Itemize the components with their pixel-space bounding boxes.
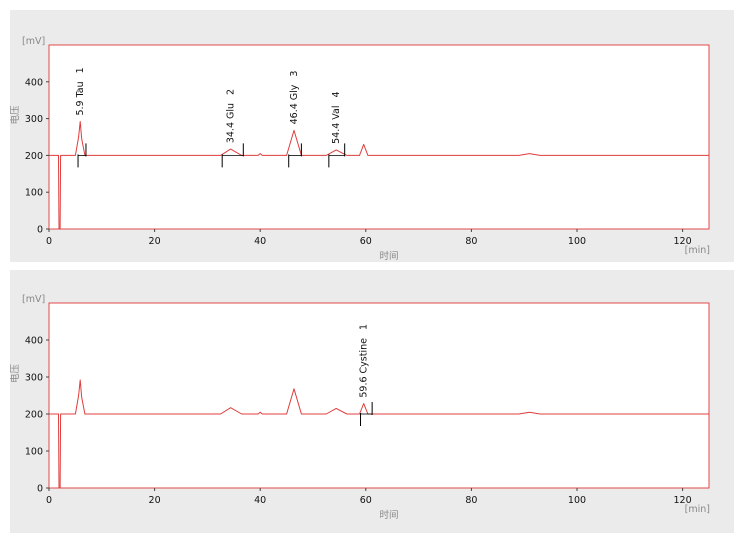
trace-line — [49, 121, 709, 230]
y-tick-label: 100 — [25, 188, 43, 199]
trace-line — [49, 379, 709, 489]
y-unit-label: [mV] — [22, 294, 45, 305]
peak-label: 34.4 Glu — [226, 103, 237, 143]
peak-label: 59.6 Cystine — [359, 338, 370, 398]
plot-area — [48, 302, 710, 489]
x-tick-label: 100 — [568, 236, 586, 247]
y-tick-label: 300 — [25, 114, 43, 125]
x-axis-title: 时间 — [379, 509, 398, 521]
x-tick-label: 40 — [254, 236, 266, 247]
x-tick-label: 120 — [674, 236, 692, 247]
peak-number: 1 — [359, 324, 370, 330]
x-tick-label: 60 — [360, 236, 372, 247]
peak-number: 1 — [75, 67, 86, 73]
chromatogram-chart-1: 5.9 Tau 1 34.4 Glu 2 46.4 Gly 3 54.4 Val 4 0 20 4… — [10, 36, 710, 262]
x-tick-label: 80 — [465, 495, 477, 506]
x-axis-title: 时间 — [379, 250, 398, 262]
x-tick-label: 120 — [674, 495, 692, 506]
y-axis-title: 电压 — [10, 364, 21, 384]
x-tick-label: 100 — [568, 495, 586, 506]
y-tick-label: 200 — [25, 151, 43, 162]
y-tick-label: 400 — [25, 77, 43, 88]
peak-number: 3 — [289, 71, 300, 77]
peak-label: 54.4 Val — [331, 105, 342, 143]
x-unit-label: [min] — [685, 245, 710, 256]
chromatogram-chart-2: 59.6 Cystine 1 0 20 40 60 80 100 120 0 100 200 300 4… — [10, 294, 710, 521]
y-tick-label: 100 — [25, 447, 43, 458]
y-axis-title: 电压 — [10, 105, 21, 125]
chromatogram-panel-2: 59.6 Cystine 1 0 20 40 60 80 100 120 0 100 200 300 4… — [10, 270, 734, 533]
y-tick-label: 0 — [37, 484, 43, 495]
y-tick-label: 200 — [25, 410, 43, 421]
x-tick-label: 60 — [360, 495, 372, 506]
plot-area — [48, 44, 710, 230]
peak-number: 4 — [331, 91, 342, 97]
x-tick-label: 40 — [254, 495, 266, 506]
x-tick-label: 20 — [149, 495, 161, 506]
y-tick-label: 400 — [25, 336, 43, 347]
peak-label: 5.9 Tau — [75, 81, 86, 115]
x-unit-label: [min] — [685, 504, 710, 515]
x-tick-label: 80 — [465, 236, 477, 247]
y-unit-label: [mV] — [22, 36, 45, 47]
x-tick-label: 0 — [46, 236, 52, 247]
x-tick-label: 20 — [149, 236, 161, 247]
peak-label: 46.4 Gly — [289, 84, 300, 124]
peak-number: 2 — [226, 89, 237, 95]
y-tick-label: 300 — [25, 373, 43, 384]
y-tick-label: 0 — [37, 225, 43, 236]
x-tick-label: 0 — [46, 495, 52, 506]
chromatogram-panel-1: 5.9 Tau 1 34.4 Glu 2 46.4 Gly 3 54.4 Val 4 0 20 4… — [10, 10, 734, 262]
